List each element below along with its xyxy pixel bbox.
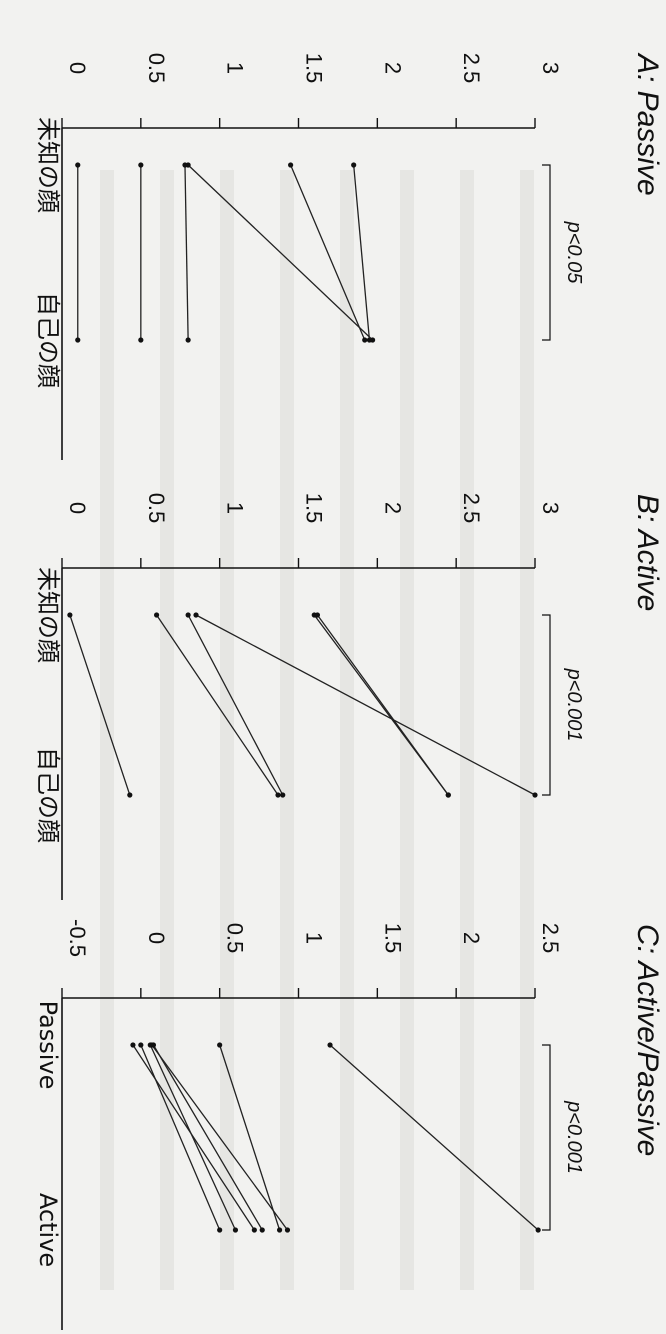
- data-point: [232, 1227, 239, 1233]
- category-label: Passive: [34, 1001, 62, 1090]
- data-point: [182, 162, 188, 168]
- data-point: [217, 1227, 223, 1233]
- category-label: 自己の顔: [34, 747, 62, 843]
- data-point: [532, 792, 538, 798]
- bleed-through-text: [100, 170, 534, 1290]
- tick-label: 2.5: [459, 493, 484, 524]
- tick-label: 0: [144, 932, 169, 944]
- series-line: [184, 164, 189, 341]
- data-point: [185, 337, 191, 343]
- significance-label: p<0.001: [563, 668, 585, 742]
- data-point: [284, 1227, 291, 1233]
- series-line: [151, 1044, 288, 1231]
- significance-label: p<0.05: [563, 221, 585, 285]
- data-point: [193, 612, 199, 618]
- data-point: [138, 162, 144, 168]
- data-point: [75, 337, 81, 343]
- series-line: [219, 1044, 281, 1231]
- data-point: [251, 1227, 257, 1233]
- series-line: [156, 614, 279, 796]
- series-line: [187, 164, 374, 341]
- tick-label: 1.5: [302, 493, 327, 524]
- ghost-band: [460, 170, 474, 1290]
- data-point: [370, 337, 376, 343]
- data-point: [147, 1042, 153, 1048]
- data-point: [314, 612, 321, 618]
- category-label: 未知の顔: [34, 567, 62, 663]
- ghost-band: [280, 170, 294, 1290]
- tick-label: 2: [380, 502, 405, 514]
- tick-label: 2.5: [538, 923, 563, 954]
- series-line: [187, 614, 284, 796]
- ghost-band: [220, 170, 234, 1290]
- data-point: [217, 1042, 223, 1048]
- significance-label: p<0.001: [563, 1100, 585, 1174]
- data-point: [535, 1227, 541, 1233]
- series-line: [329, 1044, 539, 1231]
- data-point: [280, 792, 286, 798]
- ghost-band: [100, 170, 114, 1290]
- tick-label: 0: [65, 62, 90, 74]
- data-point: [154, 612, 160, 618]
- data-point: [276, 1227, 283, 1233]
- data-point: [127, 792, 133, 798]
- tick-label: 1: [302, 932, 327, 944]
- series-line: [132, 1044, 255, 1231]
- data-point: [351, 162, 357, 168]
- tick-label: 0.5: [144, 53, 169, 84]
- tick-label: 1.5: [380, 923, 405, 954]
- significance-bracket: [542, 614, 551, 796]
- series-line: [149, 1044, 237, 1231]
- significance-bracket: [542, 164, 551, 341]
- tick-label: 1: [223, 62, 248, 74]
- chart-panel-3: C: Active/Passive -0.5 0 0.5 1 1.5 2 2.5 Passive…: [34, 919, 664, 1330]
- series-line: [353, 164, 371, 341]
- category-label: 自己の顔: [34, 292, 62, 388]
- tick-label: 0.5: [144, 493, 169, 524]
- category-label: 未知の顔: [34, 117, 62, 213]
- tick-label: 3: [538, 62, 563, 74]
- data-point: [138, 1042, 144, 1048]
- tick-label: 1: [223, 502, 248, 514]
- data-point: [67, 612, 73, 618]
- data-point: [362, 337, 368, 343]
- data-point: [327, 1042, 333, 1048]
- tick-label: 1.5: [302, 53, 327, 84]
- ghost-band: [520, 170, 534, 1290]
- data-point: [130, 1042, 136, 1048]
- data-point: [138, 337, 144, 343]
- data-point: [445, 792, 451, 798]
- tick-label: -0.5: [65, 919, 90, 957]
- series-line: [316, 614, 449, 796]
- chart-title: A: Passive: [631, 52, 664, 196]
- category-label: Active: [34, 1193, 62, 1267]
- data-point: [75, 162, 81, 168]
- tick-label: 0.5: [223, 923, 248, 954]
- ghost-band: [160, 170, 174, 1290]
- series-line: [69, 614, 131, 796]
- tick-label: 0: [65, 502, 90, 514]
- chart-title: B: Active: [631, 494, 664, 611]
- tick-label: 2.5: [459, 53, 484, 84]
- series-line: [152, 1044, 263, 1231]
- tick-label: 3: [538, 502, 563, 514]
- chart-title: C: Active/Passive: [631, 924, 664, 1156]
- data-point: [275, 792, 281, 798]
- data-point: [259, 1227, 265, 1233]
- series-line: [195, 614, 536, 796]
- ghost-band: [400, 170, 414, 1290]
- data-point: [185, 612, 191, 618]
- ghost-band: [340, 170, 354, 1290]
- series-line: [140, 1044, 221, 1231]
- series-line: [290, 164, 366, 341]
- tick-label: 2: [459, 932, 484, 944]
- significance-bracket: [542, 1044, 551, 1231]
- tick-label: 2: [380, 62, 405, 74]
- data-point: [288, 162, 294, 168]
